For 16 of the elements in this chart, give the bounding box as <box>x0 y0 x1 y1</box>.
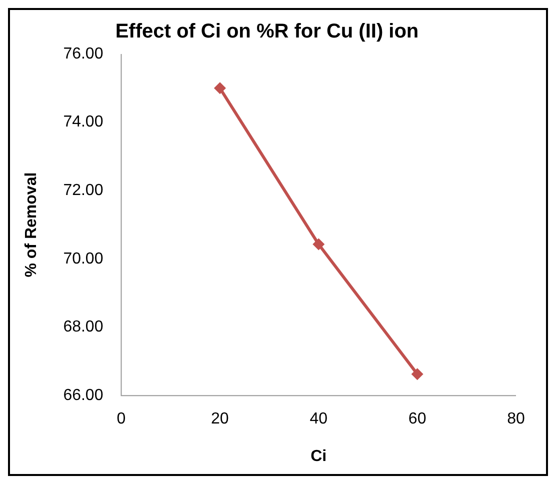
point <box>411 368 424 380</box>
x-tick-label: 80 <box>507 410 525 428</box>
point <box>312 238 325 250</box>
y-axis-title: % of Removal <box>23 172 40 278</box>
y-tick-label: 72.00 <box>63 182 104 200</box>
x-tick-label: 0 <box>116 410 126 428</box>
y-tick-label: 68.00 <box>63 318 104 336</box>
y-tick-label: 70.00 <box>63 250 104 268</box>
y-tick-label: 76.00 <box>63 45 104 62</box>
point <box>214 82 226 94</box>
chart-title: Effect of Ci on %R for Cu (II) ion <box>115 20 419 43</box>
x-tick-label: 20 <box>211 410 229 428</box>
y-tick-label: 74.00 <box>63 114 104 131</box>
x-tick-label: 60 <box>408 410 426 428</box>
y-tick-label: 66.00 <box>63 387 104 404</box>
x-tick-label: 40 <box>310 410 328 428</box>
